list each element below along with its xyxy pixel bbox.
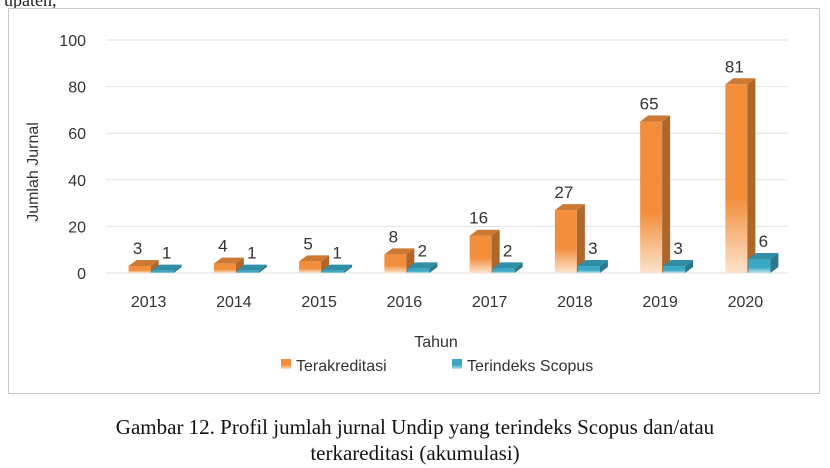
x-tick-label: 2019 [642, 294, 678, 311]
bar-terindeks-scopus-2020 [748, 253, 779, 273]
legend-label: Terindeks Scopus [467, 358, 593, 375]
bar-terakreditasi-2016 [384, 248, 415, 273]
bars: 3 1 4 1 5 1 8 2 16 2 27 3 65 3 81 6 [128, 57, 779, 274]
bar-terakreditasi-2018 [554, 204, 585, 273]
top-text-fragment: upaten, [4, 0, 57, 10]
y-tick-label: 0 [77, 266, 86, 283]
x-tick-label: 2015 [301, 294, 337, 311]
data-label: 1 [332, 244, 341, 263]
data-label: 4 [218, 237, 227, 256]
bar-terakreditasi-2013 [128, 260, 159, 273]
figure-caption: Gambar 12. Profil jumlah jurnal Undip ya… [0, 414, 830, 466]
data-label: 65 [640, 95, 659, 114]
y-tick-label: 40 [68, 173, 86, 190]
x-tick-label: 2018 [557, 294, 593, 311]
x-tick-label: 2020 [728, 294, 764, 311]
data-label: 3 [133, 239, 142, 258]
bar-terindeks-scopus-2019 [663, 260, 694, 273]
bar-terindeks-scopus-2016 [407, 262, 438, 273]
x-tick-label: 2016 [387, 294, 423, 311]
bar-terindeks-scopus-2017 [492, 262, 523, 273]
data-label: 16 [469, 209, 488, 228]
x-tick-label: 2013 [131, 294, 167, 311]
legend-swatch [452, 359, 462, 369]
x-tick-label: 2014 [216, 294, 252, 311]
data-label: 27 [554, 183, 573, 202]
gridlines [106, 39, 788, 274]
bar-terindeks-scopus-2014 [236, 264, 267, 273]
legend-swatch [281, 359, 291, 369]
data-label: 3 [588, 239, 597, 258]
data-label: 81 [725, 57, 744, 76]
bar-terakreditasi-2014 [213, 257, 244, 273]
y-tick-label: 100 [59, 33, 86, 50]
x-axis-label: Tahun [414, 334, 458, 351]
caption-line-2: terkareditasi (akumulasi) [310, 441, 520, 465]
data-label: 2 [418, 241, 427, 260]
y-axis-label: Jumlah Jurnal [25, 122, 42, 222]
caption-line-1: Gambar 12. Profil jumlah jurnal Undip ya… [115, 415, 715, 439]
legend-item-terindeks-scopus: Terindeks Scopus [452, 358, 593, 375]
y-tick-label: 20 [68, 219, 86, 236]
x-tick-label: 2017 [472, 294, 508, 311]
bar-terindeks-scopus-2013 [151, 264, 182, 273]
y-tick-label: 60 [68, 126, 86, 143]
y-tick-label: 80 [68, 80, 86, 97]
bar-terakreditasi-2019 [640, 115, 671, 273]
bar-terakreditasi-2017 [469, 229, 500, 273]
legend: Terakreditasi Terindeks Scopus [281, 358, 593, 375]
data-label: 1 [247, 244, 256, 263]
data-label: 1 [162, 244, 171, 263]
bar-terakreditasi-2015 [299, 255, 330, 273]
legend-item-terakreditasi: Terakreditasi [281, 358, 387, 375]
data-label: 2 [503, 241, 512, 260]
legend-label: Terakreditasi [296, 358, 387, 375]
data-label: 8 [389, 227, 398, 246]
bar-terakreditasi-2020 [725, 78, 756, 274]
data-label: 5 [303, 234, 312, 253]
x-tick-labels: 2013 2014 2015 2016 2017 2018 2019 2020 [131, 294, 763, 311]
chart-frame [8, 8, 820, 394]
y-tick-labels: 0 20 40 60 80 100 [59, 33, 86, 283]
bar-terindeks-scopus-2018 [577, 260, 608, 273]
bar-terindeks-scopus-2015 [322, 264, 353, 273]
data-label: 6 [759, 232, 768, 251]
data-label: 3 [673, 239, 682, 258]
